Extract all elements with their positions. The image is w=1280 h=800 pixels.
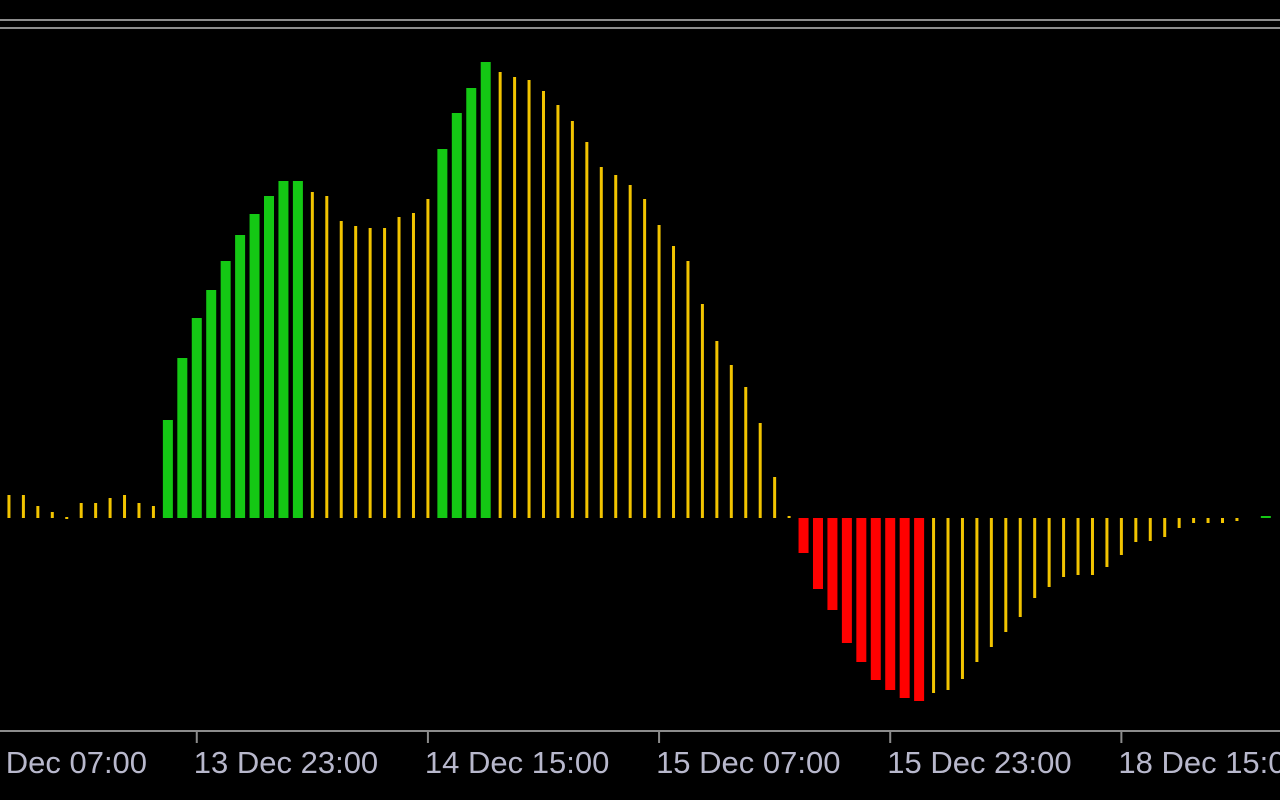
histogram-bar: [292, 181, 303, 518]
histogram-bar: [1004, 518, 1008, 632]
histogram-bar: [1076, 518, 1080, 575]
histogram-bar: [36, 506, 40, 518]
histogram-bar: [1192, 518, 1196, 523]
histogram-bar: [1260, 516, 1271, 518]
histogram-bar: [657, 225, 661, 518]
histogram-bar: [177, 358, 188, 518]
histogram-bar: [599, 167, 603, 518]
histogram-bar: [556, 105, 560, 518]
histogram-bar: [1235, 518, 1239, 521]
histogram-bar: [1177, 518, 1181, 528]
histogram-bar: [975, 518, 979, 662]
histogram-bar: [1221, 518, 1225, 523]
histogram-bar: [744, 387, 748, 518]
histogram-bar: [21, 495, 25, 518]
histogram-bar: [65, 517, 69, 519]
histogram-bar: [527, 80, 531, 518]
x-tick-label: 15 Dec 07:00: [656, 745, 840, 780]
histogram-bar: [220, 261, 231, 518]
histogram-bar: [773, 477, 777, 518]
histogram-bar: [827, 518, 838, 610]
histogram-bar: [585, 142, 589, 518]
histogram-bar: [932, 518, 936, 693]
histogram-bar: [946, 518, 950, 690]
histogram-bar: [1163, 518, 1167, 537]
histogram-bar: [541, 91, 545, 518]
histogram-bar: [354, 226, 358, 518]
histogram-bar: [151, 506, 155, 518]
histogram-bar: [1134, 518, 1138, 542]
histogram-bar: [899, 518, 910, 698]
histogram-bar: [108, 498, 112, 518]
histogram-bar: [1105, 518, 1109, 567]
x-tick-label: 15 Dec 23:00: [887, 745, 1071, 780]
histogram-bar: [191, 318, 202, 518]
histogram-bar: [628, 185, 632, 518]
histogram-bar: [513, 77, 517, 518]
histogram-bar: [672, 246, 676, 518]
histogram-bar: [79, 503, 83, 518]
histogram-bar: [643, 199, 647, 518]
histogram-bar: [7, 495, 11, 518]
histogram-bar: [278, 181, 289, 518]
histogram-bar: [480, 62, 491, 518]
histogram-bar: [1062, 518, 1066, 577]
histogram-bar: [397, 217, 401, 518]
histogram-bar: [451, 113, 462, 518]
histogram-bar: [614, 175, 618, 518]
histogram-bar: [94, 503, 98, 518]
histogram-bar: [798, 518, 809, 553]
histogram-bar: [137, 503, 141, 518]
histogram-bar: [383, 228, 387, 518]
histogram-bar: [1206, 518, 1210, 523]
x-tick-label: 13 Dec 07:00: [0, 745, 147, 780]
histogram-bar: [325, 196, 329, 518]
histogram-bar: [686, 261, 690, 518]
histogram-bar: [206, 290, 217, 518]
histogram-bar: [498, 72, 502, 518]
histogram-bar: [339, 221, 343, 518]
histogram-bar: [310, 192, 314, 518]
histogram-bar: [989, 518, 993, 647]
histogram-bar: [960, 518, 964, 679]
histogram-bar: [885, 518, 896, 690]
x-tick-label: 18 Dec 15:00: [1118, 745, 1280, 780]
histogram-bar: [368, 228, 372, 518]
histogram-bar: [249, 214, 260, 518]
x-tick-label: 13 Dec 23:00: [194, 745, 378, 780]
histogram-bar: [812, 518, 823, 589]
histogram-bar: [162, 420, 173, 518]
histogram-bar: [841, 518, 852, 643]
histogram-bar: [715, 341, 719, 518]
histogram-bar: [1148, 518, 1152, 541]
histogram-bar: [426, 199, 430, 518]
histogram-bar: [758, 423, 762, 518]
histogram-bar: [466, 88, 477, 518]
histogram-bar: [50, 512, 54, 518]
histogram-bar: [264, 196, 275, 518]
histogram-bar: [235, 235, 246, 518]
histogram-bar: [1033, 518, 1037, 598]
histogram-bar: [700, 304, 704, 518]
histogram-bar: [787, 516, 791, 518]
histogram-bar: [411, 213, 415, 518]
histogram-bar: [870, 518, 881, 680]
histogram-bar: [570, 121, 574, 518]
histogram-bar: [437, 149, 448, 518]
histogram-bar: [729, 365, 733, 518]
histogram-bar: [914, 518, 925, 701]
histogram-bar: [123, 495, 127, 518]
histogram-bar: [856, 518, 867, 662]
histogram-bar: [1018, 518, 1022, 617]
histogram-bar: [1119, 518, 1123, 555]
histogram-bar: [1090, 518, 1094, 575]
histogram-bar: [1047, 518, 1051, 587]
x-tick-label: 14 Dec 15:00: [425, 745, 609, 780]
